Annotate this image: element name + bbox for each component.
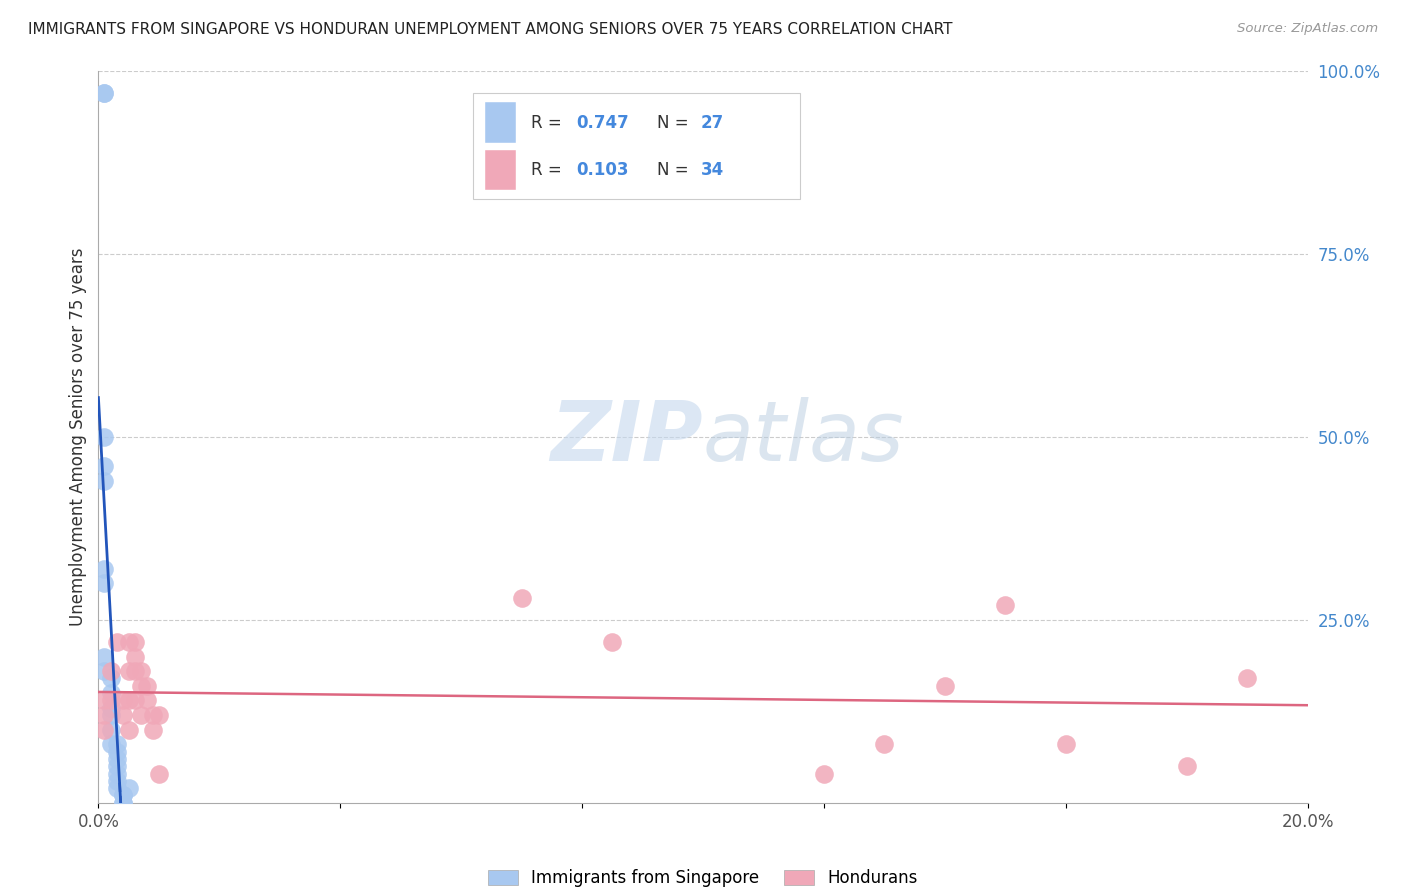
Point [100,737,122,751]
Text: R =: R = [531,113,567,131]
Point [129,708,152,723]
Point [873,737,896,751]
Point [602,635,624,649]
Point [93,576,115,591]
Point [105,745,128,759]
Point [129,664,152,678]
Text: 27: 27 [700,113,724,131]
Text: Source: ZipAtlas.com: Source: ZipAtlas.com [1237,22,1378,36]
Point [111,796,134,810]
Text: ZIP: ZIP [550,397,703,477]
Text: atlas: atlas [703,397,904,477]
Point [100,664,122,678]
Point [100,672,122,686]
Point [124,693,146,707]
Point [135,679,157,693]
Text: N =: N = [657,113,695,131]
Point [111,693,134,707]
Point [510,591,533,605]
Y-axis label: Unemployment Among Seniors over 75 years: Unemployment Among Seniors over 75 years [69,248,87,626]
Point [118,693,141,707]
Point [148,766,170,780]
Point [105,766,128,780]
Point [118,664,141,678]
Point [142,723,165,737]
FancyBboxPatch shape [474,94,800,200]
Point [105,752,128,766]
Point [93,459,115,474]
Point [105,773,128,788]
Point [93,693,115,707]
Point [93,474,115,488]
Point [124,649,146,664]
Point [994,599,1017,613]
Point [93,708,115,723]
Point [93,723,115,737]
Point [93,562,115,576]
Point [124,635,146,649]
Point [111,789,134,803]
Point [111,708,134,723]
Point [100,686,122,700]
Text: N =: N = [657,161,695,179]
Point [148,708,170,723]
Text: 0.747: 0.747 [576,113,628,131]
Text: 0.103: 0.103 [576,161,628,179]
Bar [485,150,516,190]
Point [1054,737,1077,751]
Point [105,635,128,649]
Text: 34: 34 [700,161,724,179]
Legend: Immigrants from Singapore, Hondurans: Immigrants from Singapore, Hondurans [481,863,925,892]
Bar [485,103,516,143]
Point [100,723,122,737]
Point [118,781,141,796]
Point [93,664,115,678]
Point [105,759,128,773]
Point [93,87,115,101]
Point [100,693,122,707]
Point [100,708,122,723]
Point [813,766,835,780]
Point [111,789,134,803]
Point [124,664,146,678]
Point [105,737,128,751]
Point [118,723,141,737]
Point [93,430,115,444]
Point [93,87,115,101]
Point [93,649,115,664]
Point [118,635,141,649]
Point [1175,759,1198,773]
Point [129,679,152,693]
Text: IMMIGRANTS FROM SINGAPORE VS HONDURAN UNEMPLOYMENT AMONG SENIORS OVER 75 YEARS C: IMMIGRANTS FROM SINGAPORE VS HONDURAN UN… [28,22,953,37]
Point [934,679,956,693]
Point [1236,672,1258,686]
Point [142,708,165,723]
Point [100,700,122,714]
Text: R =: R = [531,161,567,179]
Point [135,693,157,707]
Point [111,796,134,810]
Point [105,781,128,796]
